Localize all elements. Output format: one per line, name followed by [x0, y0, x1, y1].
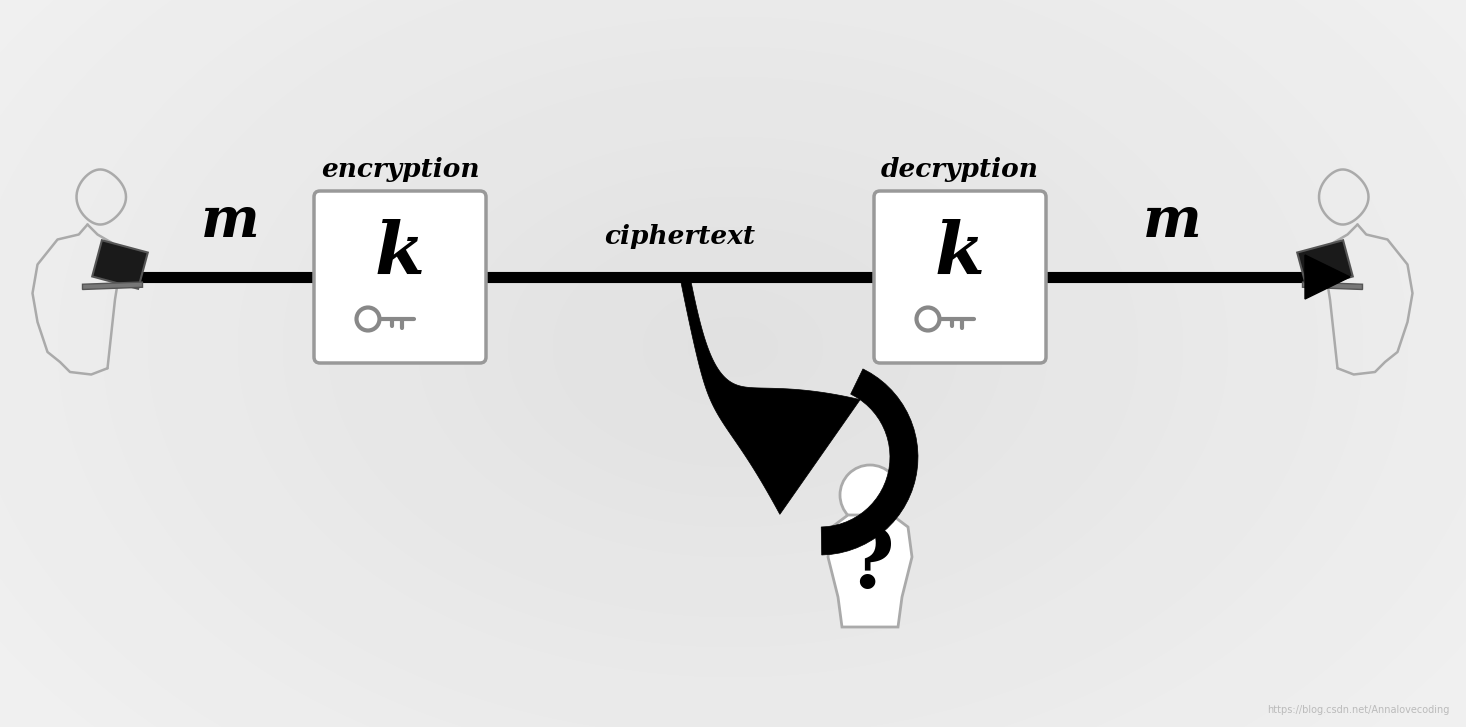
Polygon shape: [1305, 255, 1350, 299]
Ellipse shape: [372, 107, 1094, 587]
Polygon shape: [1302, 282, 1362, 289]
Polygon shape: [82, 282, 142, 289]
FancyBboxPatch shape: [314, 191, 487, 363]
Ellipse shape: [688, 317, 778, 377]
Polygon shape: [680, 276, 861, 514]
Text: ?: ?: [846, 525, 894, 605]
Polygon shape: [821, 369, 918, 555]
Ellipse shape: [553, 227, 913, 467]
Ellipse shape: [509, 197, 957, 497]
Text: https://blog.csdn.net/Annalovecoding: https://blog.csdn.net/Annalovecoding: [1268, 705, 1450, 715]
Text: m: m: [1143, 194, 1202, 249]
Polygon shape: [828, 515, 912, 627]
Ellipse shape: [283, 47, 1183, 647]
Polygon shape: [1297, 240, 1353, 289]
Ellipse shape: [103, 0, 1363, 727]
Polygon shape: [92, 240, 148, 289]
Circle shape: [840, 465, 900, 525]
Text: decryption: decryption: [881, 157, 1039, 182]
Text: encryption: encryption: [321, 157, 479, 182]
Text: k: k: [375, 219, 425, 289]
Ellipse shape: [59, 0, 1407, 727]
Text: ciphertext: ciphertext: [604, 224, 755, 249]
Ellipse shape: [598, 257, 868, 437]
Ellipse shape: [13, 0, 1453, 727]
Text: k: k: [935, 219, 985, 289]
Text: m: m: [201, 194, 259, 249]
Ellipse shape: [328, 77, 1138, 617]
Ellipse shape: [463, 167, 1003, 527]
Ellipse shape: [194, 0, 1272, 707]
Ellipse shape: [644, 287, 822, 407]
Ellipse shape: [418, 137, 1048, 557]
Ellipse shape: [237, 17, 1229, 677]
Ellipse shape: [148, 0, 1318, 727]
FancyBboxPatch shape: [874, 191, 1047, 363]
